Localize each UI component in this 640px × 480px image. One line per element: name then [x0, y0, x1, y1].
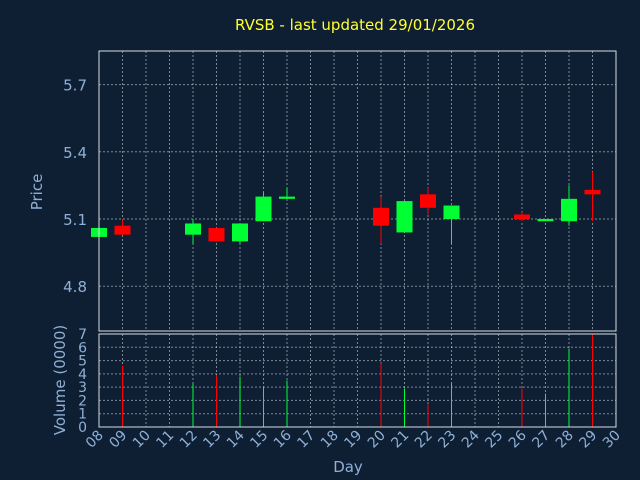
price-tick-label: 4.8 — [63, 278, 87, 296]
candle-body — [373, 207, 389, 226]
candle-body — [279, 196, 295, 199]
candle-body — [114, 225, 131, 235]
candle-body — [208, 227, 225, 242]
volume-tick-label: 2 — [78, 393, 87, 409]
price-tick-label: 5.4 — [63, 144, 87, 162]
volume-tick-label: 5 — [78, 354, 87, 370]
candle-body — [255, 196, 272, 222]
volume-tick-label: 6 — [78, 340, 87, 356]
candle-body — [232, 223, 248, 242]
price-panel-frame — [98, 50, 617, 332]
candle-body — [561, 198, 577, 222]
volume-tick-label: 1 — [78, 407, 87, 423]
x-tick-labels: 08 09 10 11 12 13 14 15 16 17 18 19 20 21 22 23 24 25 26 27… — [83, 427, 624, 451]
price-candles — [91, 171, 601, 244]
candle-body — [443, 205, 460, 219]
candle-body — [185, 223, 201, 235]
y-axis-label: Price — [28, 174, 46, 211]
candle-body — [584, 189, 601, 195]
candle-body — [514, 214, 530, 219]
volume-panel-frame — [98, 333, 617, 428]
volume-tick-label: 3 — [78, 380, 87, 396]
price-tick-label: 5.1 — [63, 211, 87, 229]
candle-body — [396, 201, 413, 233]
volume-tick-label: 4 — [78, 367, 87, 383]
price-tick-label: 5.7 — [63, 77, 87, 95]
volume-tick-label: 7 — [78, 327, 87, 343]
volume-axis-label: Volume (0000) — [51, 325, 69, 435]
candle-body — [420, 194, 436, 208]
x-axis-label: Day — [333, 458, 363, 476]
price-tick-labels: 5.7 5.4 5.1 4.8 — [63, 77, 87, 297]
volume-tick-label: 0 — [78, 420, 87, 436]
chart-title: RVSB - last updated 29/01/2026 — [235, 16, 475, 34]
volume-bars — [122, 334, 593, 427]
candle-body — [537, 219, 554, 222]
